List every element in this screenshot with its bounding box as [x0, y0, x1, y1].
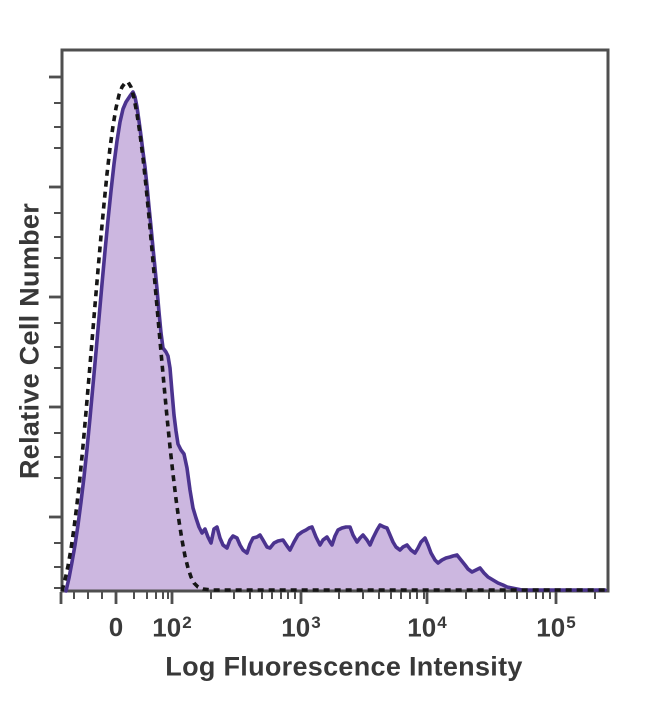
x-tick-label-exponent: 3 — [311, 612, 321, 632]
y-axis-title: Relative Cell Number — [14, 202, 45, 480]
x-axis-title: Log Fluorescence Intensity — [165, 651, 523, 682]
control-curve-dashed — [60, 80, 606, 592]
sample-curve-fill — [66, 92, 605, 591]
x-tick-label-base: 10 — [407, 612, 437, 643]
x-tick-label-base: 10 — [281, 612, 311, 643]
x-tick-label-base: 10 — [536, 612, 566, 643]
x-tick-label: 102 — [152, 612, 191, 644]
x-tick-label-base: 10 — [152, 612, 182, 643]
x-tick-label-exponent: 4 — [437, 612, 447, 632]
x-tick-label-base: 0 — [108, 612, 124, 642]
x-tick-label: 103 — [281, 612, 320, 644]
x-tick-label: 104 — [407, 612, 446, 644]
x-tick-label: 105 — [536, 612, 575, 644]
x-tick-label-exponent: 5 — [566, 612, 576, 632]
x-tick-label: 0 — [109, 612, 123, 643]
axis-ticks — [49, 75, 596, 604]
x-tick-label-exponent: 2 — [182, 612, 192, 632]
